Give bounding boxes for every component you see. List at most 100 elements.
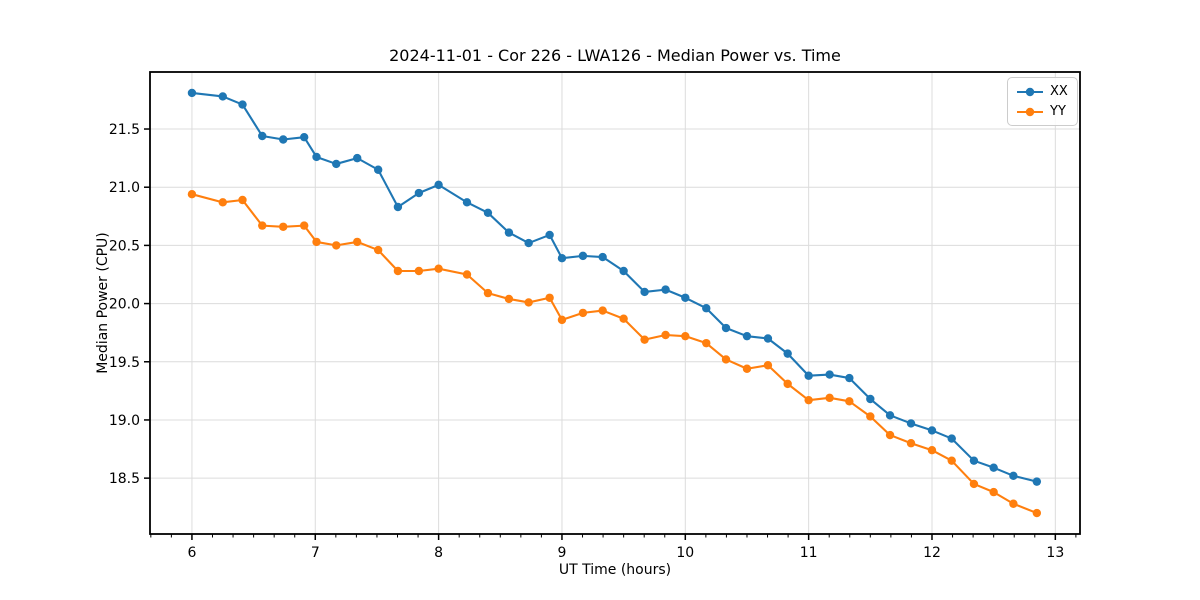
data-point-yy <box>557 315 567 325</box>
data-point-xx <box>218 92 227 101</box>
legend-item-yy: YY <box>1016 103 1068 120</box>
data-point-xx <box>524 238 533 248</box>
x-tick-label: 11 <box>800 545 818 561</box>
x-tick-label: 10 <box>676 545 694 561</box>
data-point-yy <box>947 456 956 465</box>
data-point-xx <box>483 208 493 218</box>
data-point-yy <box>969 479 979 489</box>
data-point-xx <box>414 188 424 198</box>
data-point-yy <box>279 222 288 231</box>
data-point-xx <box>906 419 916 428</box>
data-point-yy <box>885 430 895 440</box>
data-point-yy <box>598 306 607 315</box>
data-point-xx <box>373 165 383 174</box>
data-point-xx <box>299 132 309 142</box>
data-point-yy <box>783 379 792 389</box>
data-point-xx <box>619 266 628 276</box>
data-point-xx <box>681 293 690 302</box>
data-point-yy <box>504 294 514 304</box>
x-tick-label: 7 <box>311 545 320 561</box>
axes-spines <box>149 71 1081 535</box>
data-point-xx <box>845 373 854 383</box>
y-tick-label: 19.0 <box>109 413 140 429</box>
data-point-yy <box>434 264 443 273</box>
data-point-xx <box>598 252 607 262</box>
data-point-xx <box>557 253 567 263</box>
legend: XX YY <box>1007 77 1078 126</box>
x-tick-label: 12 <box>923 545 941 561</box>
data-point-yy <box>578 308 588 318</box>
data-point-xx <box>947 434 956 443</box>
data-point-yy <box>804 395 813 405</box>
data-point-xx <box>238 100 247 109</box>
data-point-yy <box>373 245 383 255</box>
data-point-yy <box>702 338 711 348</box>
data-point-xx <box>332 159 341 169</box>
data-point-yy <box>721 355 731 364</box>
data-point-xx <box>279 135 288 144</box>
data-point-yy <box>187 189 197 199</box>
data-point-xx <box>640 287 649 297</box>
data-point-xx <box>434 180 443 190</box>
data-point-yy <box>927 446 937 455</box>
y-tick-label: 21.5 <box>109 122 140 138</box>
data-point-xx <box>1032 477 1042 486</box>
data-point-xx <box>661 285 670 294</box>
data-point-xx <box>804 371 813 380</box>
data-point-yy <box>989 487 998 497</box>
data-point-yy <box>238 195 247 205</box>
data-point-yy <box>332 241 341 250</box>
data-point-xx <box>312 152 321 162</box>
x-axis-label: UT Time (hours) <box>558 562 672 578</box>
data-point-yy <box>299 221 309 230</box>
data-point-yy <box>681 331 690 341</box>
data-point-xx <box>578 251 588 261</box>
chart-title: 2024-11-01 - Cor 226 - LWA126 - Median P… <box>389 46 841 65</box>
data-point-yy <box>640 335 649 344</box>
x-tick-label: 6 <box>187 545 196 561</box>
data-point-yy <box>619 314 628 323</box>
data-point-xx <box>545 230 554 240</box>
data-point-yy <box>1032 508 1042 518</box>
data-point-xx <box>783 349 792 358</box>
data-point-xx <box>721 323 731 333</box>
x-tick-label: 8 <box>434 545 443 561</box>
y-tick-label: 20.5 <box>109 238 140 254</box>
x-tick-label: 13 <box>1046 545 1064 561</box>
data-point-yy <box>414 266 424 276</box>
data-point-yy <box>545 293 554 302</box>
data-point-yy <box>906 439 916 448</box>
data-point-xx <box>763 334 773 343</box>
data-point-yy <box>483 288 493 298</box>
data-point-xx <box>885 411 895 420</box>
legend-line-xx-icon <box>1017 87 1043 96</box>
data-point-xx <box>927 426 937 435</box>
y-tick-label: 21.0 <box>109 180 140 196</box>
data-point-yy <box>661 330 670 340</box>
data-point-xx <box>702 304 711 313</box>
y-tick-label: 19.5 <box>109 355 140 371</box>
data-point-yy <box>742 364 752 373</box>
data-point-xx <box>353 153 362 163</box>
data-point-yy <box>866 412 875 421</box>
data-point-xx <box>989 463 998 472</box>
data-point-xx <box>393 202 403 212</box>
data-point-xx <box>1009 471 1018 481</box>
legend-item-xx: XX <box>1016 83 1068 100</box>
data-point-xx <box>969 456 979 465</box>
data-point-xx <box>504 228 514 237</box>
data-point-yy <box>825 393 834 403</box>
data-point-yy <box>312 237 321 247</box>
data-point-xx <box>825 370 834 379</box>
data-point-xx <box>462 198 472 207</box>
y-tick-label: 18.5 <box>109 471 140 487</box>
data-point-yy <box>524 298 533 307</box>
data-point-yy <box>218 198 227 207</box>
data-point-xx <box>742 331 752 341</box>
data-point-yy <box>393 266 403 276</box>
data-point-yy <box>353 237 362 247</box>
x-tick-label: 9 <box>558 545 567 561</box>
data-point-yy <box>462 270 472 279</box>
